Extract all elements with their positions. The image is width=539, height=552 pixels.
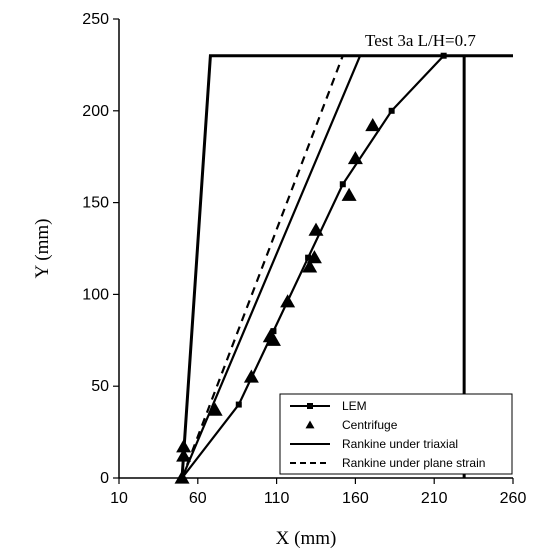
centrifuge-point bbox=[306, 250, 322, 264]
centrifuge-point bbox=[207, 402, 223, 416]
centrifuge-point bbox=[280, 294, 296, 308]
y-axis-title: Y (mm) bbox=[32, 219, 53, 279]
centrifuge-point bbox=[308, 222, 324, 236]
y-tick-label: 150 bbox=[82, 195, 109, 212]
legend-swatch-marker bbox=[307, 403, 313, 409]
legend-swatch-marker bbox=[305, 420, 315, 429]
series-0 bbox=[181, 52, 447, 479]
y-tick-label: 250 bbox=[82, 11, 109, 28]
lem-point bbox=[339, 181, 346, 188]
test-annotation: Test 3a L/H=0.7 bbox=[365, 31, 476, 50]
centrifuge-point bbox=[341, 187, 357, 201]
legend-label: Rankine under plane strain bbox=[342, 456, 485, 470]
x-tick-label: 160 bbox=[342, 490, 369, 507]
y-tick-label: 100 bbox=[82, 286, 109, 303]
centrifuge-point bbox=[265, 332, 281, 346]
wall-outline bbox=[180, 54, 513, 479]
x-axis-title: X (mm) bbox=[276, 528, 337, 549]
x-tick-label: 110 bbox=[264, 490, 290, 507]
lem-point bbox=[388, 107, 395, 114]
centrifuge-point bbox=[347, 151, 363, 165]
legend: LEM Centrifuge Rankine under triaxial Ranki… bbox=[279, 393, 513, 475]
x-tick-label: 260 bbox=[500, 490, 527, 507]
legend-label: Rankine under triaxial bbox=[342, 437, 458, 451]
centrifuge-point bbox=[176, 448, 192, 462]
lem-point bbox=[235, 401, 242, 408]
series-line-3 bbox=[181, 55, 344, 479]
legend-label: LEM bbox=[342, 399, 367, 413]
x-tick-label: 60 bbox=[189, 490, 207, 507]
series-3 bbox=[181, 55, 344, 479]
lem-point bbox=[305, 254, 312, 261]
centrifuge-point bbox=[365, 117, 381, 132]
y-tick-label: 200 bbox=[82, 103, 109, 120]
centrifuge-point bbox=[243, 369, 259, 383]
y-tick-label: 50 bbox=[91, 378, 109, 395]
centrifuge-point bbox=[176, 439, 192, 453]
series-line-2 bbox=[181, 55, 362, 479]
centrifuge-point bbox=[302, 259, 318, 273]
y-tick-label: 0 bbox=[100, 470, 109, 487]
lem-point bbox=[270, 328, 277, 335]
series-2 bbox=[181, 55, 362, 479]
legend-label: Centrifuge bbox=[342, 418, 398, 432]
lem-point bbox=[440, 52, 447, 59]
x-tick-label: 210 bbox=[421, 490, 448, 507]
legend-box bbox=[279, 393, 513, 475]
x-tick-label: 10 bbox=[110, 490, 128, 507]
series-1 bbox=[174, 117, 381, 484]
